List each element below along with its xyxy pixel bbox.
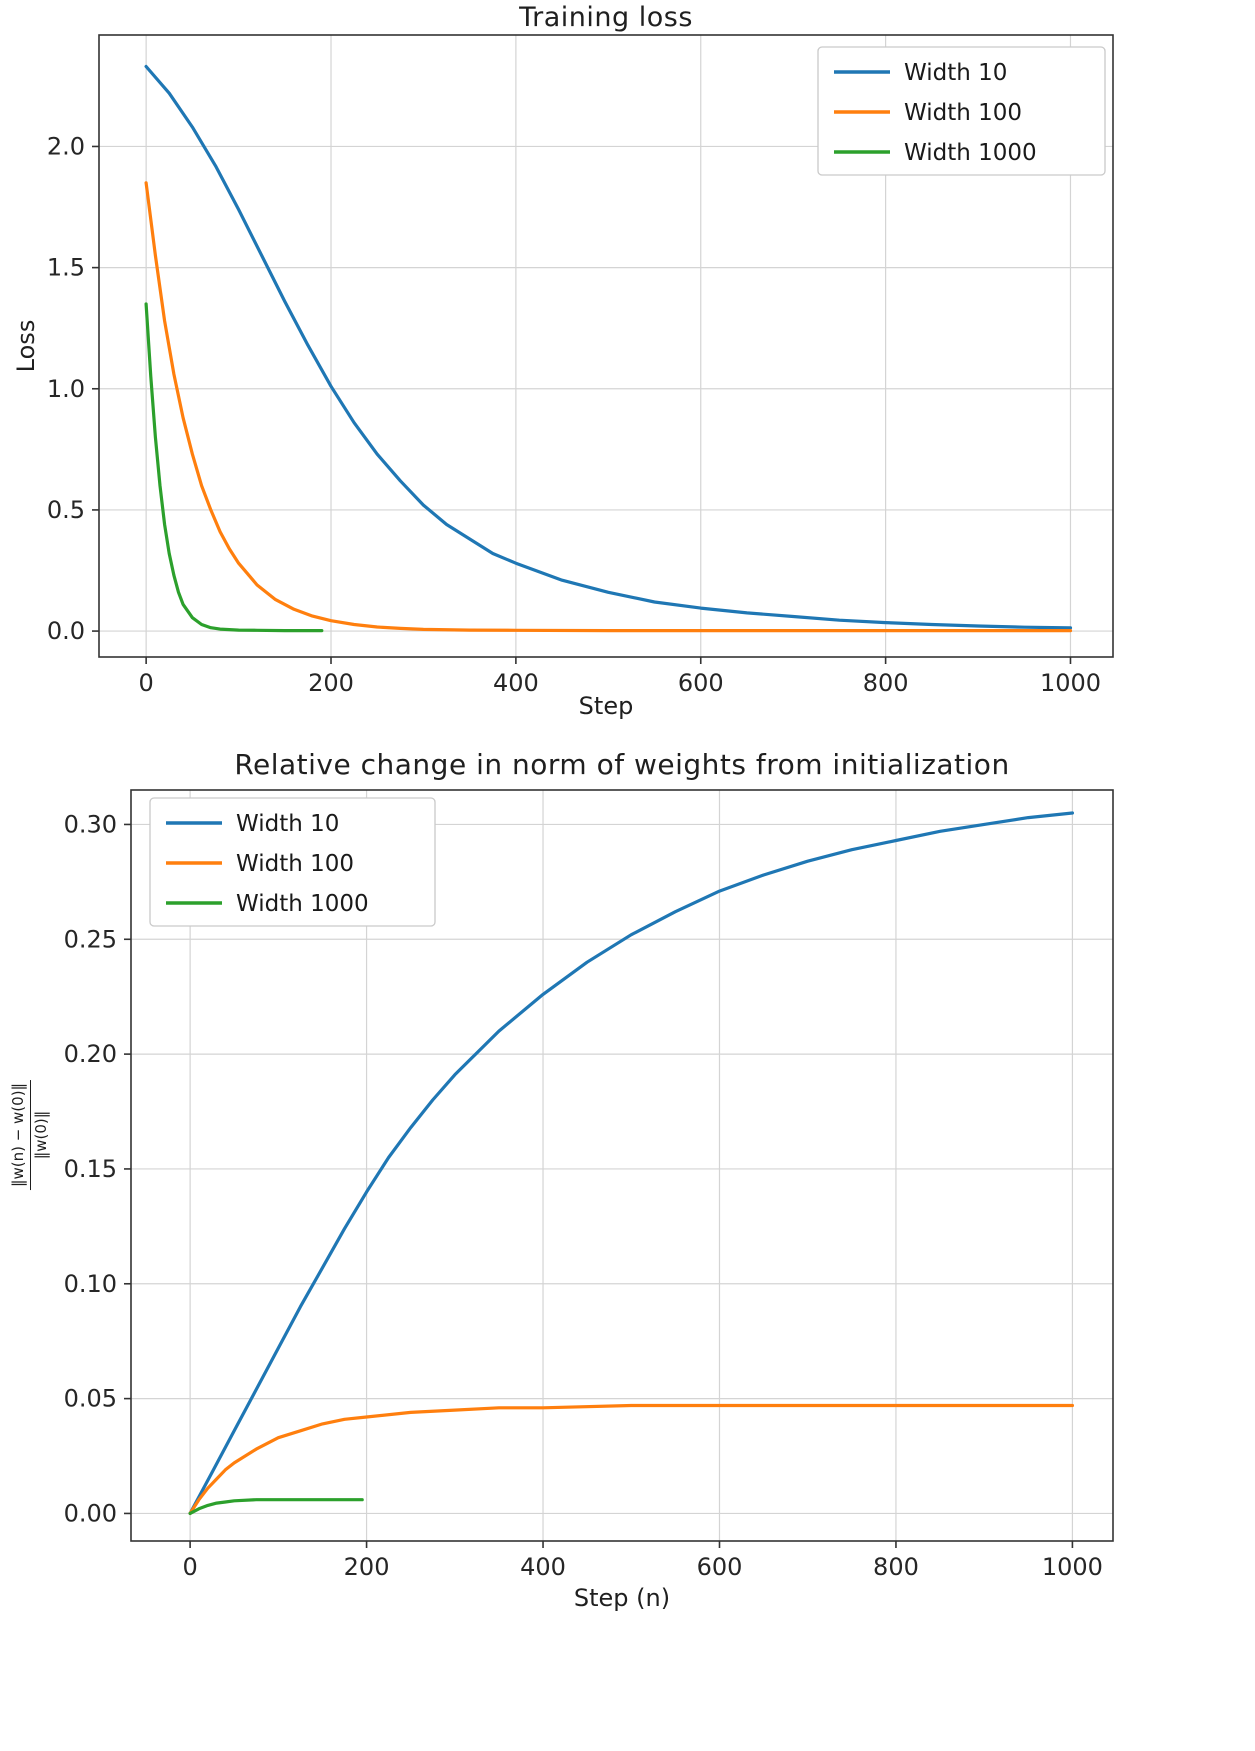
y-tick-label: 1.0 — [47, 375, 85, 403]
legend-box — [817, 46, 1106, 176]
series-line-width-10 — [144, 64, 1073, 630]
legend-label: Width 100 — [904, 100, 1022, 126]
x-tick-label: 1000 — [1040, 669, 1101, 697]
x-axis-label-step: Step — [578, 692, 634, 720]
training-loss-figure: 0 200 400 600 800 1000 0.0 0.5 1.0 1.5 2.0 Width 10… — [0, 0, 1255, 740]
x-tick-label: 1000 — [1042, 1553, 1103, 1581]
y-tick-label: 0.10 — [64, 1270, 117, 1298]
chart-title-training-loss: Training loss — [519, 2, 693, 33]
x-tick-label: 800 — [863, 669, 909, 697]
x-tick-label: 200 — [308, 669, 354, 697]
legend-label: Width 100 — [236, 851, 354, 877]
legend-label: Width 10 — [236, 811, 339, 837]
chart-title-relative-change: Relative change in norm of weights from … — [234, 748, 1010, 781]
fraction-denominator: ‖w(0)‖ — [31, 1110, 50, 1160]
y-tick-label: 0.05 — [64, 1385, 117, 1413]
y-axis-label-loss: Loss — [12, 319, 40, 373]
x-tick-label: 400 — [493, 669, 539, 697]
legend-label: Width 1000 — [236, 891, 369, 917]
series-line-width-100 — [188, 1403, 1075, 1516]
legend-box — [149, 797, 436, 927]
x-tick-label: 0 — [139, 669, 154, 697]
relative-weight-change-figure: 0 200 400 600 800 1000 0.00 0.05 0.10 0.15 0.20 0.2… — [0, 740, 1255, 1747]
y-tick-label: 1.5 — [47, 254, 85, 282]
y-tick-label: 0.00 — [64, 1499, 117, 1527]
x-tick-label: 200 — [344, 1553, 390, 1581]
series-line-width-10 — [188, 811, 1075, 1516]
fraction-numerator: ‖w(n) − w(0)‖ — [9, 1079, 31, 1191]
y-tick-label: 0.5 — [47, 496, 85, 524]
series-line-width-1000 — [144, 302, 324, 633]
training-loss-plot: 0 200 400 600 800 1000 0.0 0.5 1.0 1.5 2.0 Width 10… — [47, 34, 1114, 697]
relative-weight-change-plot: 0 200 400 600 800 1000 0.00 0.05 0.10 0.15 0.20 0.2… — [64, 789, 1114, 1581]
x-tick-label: 800 — [873, 1553, 919, 1581]
y-axis-label-fraction: ‖w(n) − w(0)‖ ‖w(0)‖ — [9, 1079, 51, 1191]
plot-frame — [98, 34, 1114, 658]
legend-label: Width 10 — [904, 60, 1007, 86]
training-loss-plot-area: 0 200 400 600 800 1000 0.0 0.5 1.0 1.5 2.0 Width 10… — [0, 0, 1255, 744]
plot-frame — [130, 789, 1114, 1542]
series-line-width-100 — [144, 181, 1073, 633]
y-tick-label: 0.20 — [64, 1040, 117, 1068]
y-tick-label: 0.30 — [64, 810, 117, 838]
x-tick-label: 600 — [678, 669, 724, 697]
x-axis-label-step-n: Step (n) — [573, 1584, 671, 1612]
legend-label: Width 1000 — [904, 140, 1037, 166]
y-tick-label: 2.0 — [47, 132, 85, 160]
y-tick-label: 0.15 — [64, 1155, 117, 1183]
x-tick-label: 600 — [697, 1553, 743, 1581]
x-tick-label: 0 — [182, 1553, 197, 1581]
y-tick-label: 0.0 — [47, 617, 85, 645]
y-tick-label: 0.25 — [64, 925, 117, 953]
series-line-width-1000 — [188, 1498, 364, 1516]
relative-weight-change-plot-area: 0 200 400 600 800 1000 0.00 0.05 0.10 0.15 0.20 0.2… — [0, 740, 1255, 1751]
x-tick-label: 400 — [520, 1553, 566, 1581]
